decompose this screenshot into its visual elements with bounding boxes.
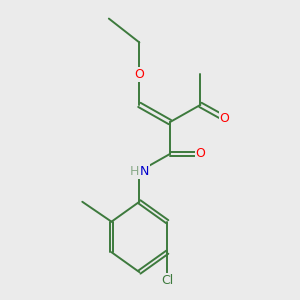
Text: O: O [219,112,229,124]
Text: O: O [134,68,144,81]
Text: H: H [130,165,140,178]
Text: N: N [140,165,149,178]
Text: Cl: Cl [161,274,173,286]
Text: O: O [196,148,206,160]
